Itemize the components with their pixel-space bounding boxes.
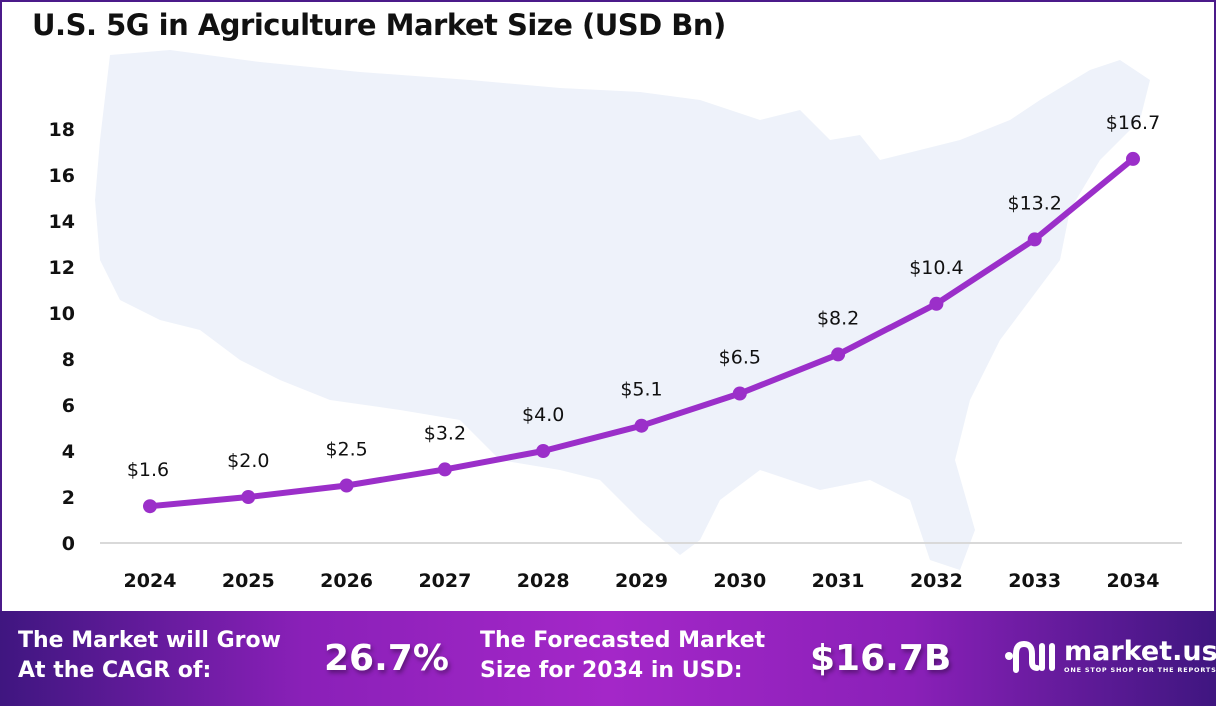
data-point-marker xyxy=(339,478,354,493)
x-tick-label: 2025 xyxy=(222,570,275,592)
line-chart: 0 2 4 6 8 10 12 14 16 18 2024 2025 2026 2027 2028 2029… xyxy=(49,50,1182,592)
data-labels: $1.6 $2.0 $2.5 $3.2 $4.0 $5.1 $6.5 $8.2 $10.4 $13… xyxy=(127,112,1160,481)
forecast-value: $16.7B xyxy=(810,638,952,679)
cagr-label: The Market will Grow At the CAGR of: xyxy=(18,626,281,686)
x-tick-label: 2034 xyxy=(1107,570,1160,592)
data-label: $4.0 xyxy=(522,404,564,426)
y-tick-label: 2 xyxy=(62,487,75,509)
x-tick-label: 2024 xyxy=(124,570,177,592)
x-tick-label: 2032 xyxy=(910,570,963,592)
data-point-marker xyxy=(929,296,944,311)
y-tick-label: 18 xyxy=(49,119,75,141)
x-tick-label: 2026 xyxy=(320,570,373,592)
data-label: $8.2 xyxy=(817,307,859,329)
data-point-marker xyxy=(1027,232,1042,247)
market-us-logo-icon xyxy=(1005,640,1055,673)
y-tick-label: 16 xyxy=(49,165,75,187)
y-axis: 0 2 4 6 8 10 12 14 16 18 xyxy=(49,119,75,555)
x-tick-label: 2030 xyxy=(713,570,766,592)
forecast-label-line2: Size for 2034 in USD: xyxy=(480,658,743,683)
data-point-marker xyxy=(732,386,747,401)
y-tick-label: 14 xyxy=(49,211,75,233)
data-point-marker xyxy=(831,347,846,362)
brand-tagline: ONE STOP SHOP FOR THE REPORTS xyxy=(1064,666,1216,674)
y-tick-label: 10 xyxy=(49,303,75,325)
brand-name: market.us xyxy=(1064,636,1216,667)
y-tick-label: 4 xyxy=(62,441,75,463)
data-point-marker xyxy=(437,462,452,477)
data-point-marker xyxy=(634,418,649,433)
chart-title: U.S. 5G in Agriculture Market Size (USD … xyxy=(32,8,726,42)
footer-banner: The Market will Grow At the CAGR of: 26.… xyxy=(0,611,1216,706)
forecast-label-line1: The Forecasted Market xyxy=(480,628,766,653)
y-tick-label: 0 xyxy=(62,533,75,555)
brand-logo: market.us ONE STOP SHOP FOR THE REPORTS xyxy=(1004,636,1216,676)
x-tick-label: 2028 xyxy=(517,570,570,592)
x-tick-label: 2027 xyxy=(418,570,471,592)
x-tick-label: 2033 xyxy=(1008,570,1061,592)
data-point-marker xyxy=(241,490,256,504)
data-label: $13.2 xyxy=(1007,192,1061,214)
data-label: $2.0 xyxy=(227,450,269,472)
data-label: $10.4 xyxy=(909,257,963,279)
data-label: $3.2 xyxy=(424,422,466,444)
data-markers xyxy=(143,151,1140,514)
cagr-label-line2: At the CAGR of: xyxy=(18,658,212,683)
cagr-value: 26.7% xyxy=(324,638,449,679)
data-point-marker xyxy=(1126,151,1140,166)
y-tick-label: 12 xyxy=(49,257,75,279)
x-axis: 2024 2025 2026 2027 2028 2029 2030 2031 2032 2033… xyxy=(124,570,1160,592)
data-label: $16.7 xyxy=(1106,112,1160,134)
us-map-background xyxy=(95,50,1150,570)
data-label: $1.6 xyxy=(127,459,169,481)
data-label: $6.5 xyxy=(719,347,761,369)
data-point-marker xyxy=(536,444,551,458)
data-label: $2.5 xyxy=(325,439,367,461)
data-label: $5.1 xyxy=(620,379,662,401)
y-tick-label: 6 xyxy=(62,395,75,417)
x-tick-label: 2029 xyxy=(615,570,668,592)
data-point-marker xyxy=(143,499,157,514)
cagr-label-line1: The Market will Grow xyxy=(18,628,281,653)
y-tick-label: 8 xyxy=(62,349,75,371)
forecast-label: The Forecasted Market Size for 2034 in U… xyxy=(480,626,765,686)
x-tick-label: 2031 xyxy=(812,570,865,592)
